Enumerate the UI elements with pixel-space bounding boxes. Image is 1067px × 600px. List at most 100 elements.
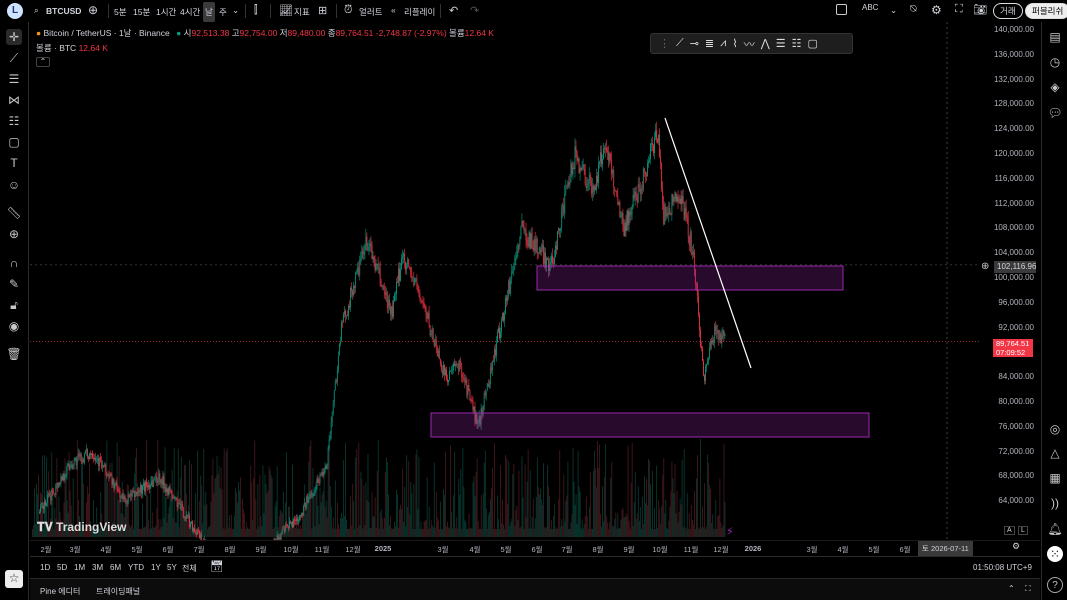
ruler-icon[interactable]: 📏︎ <box>6 206 22 220</box>
text-icon[interactable]: T <box>10 156 18 170</box>
settings-icon[interactable]: ⚙ <box>931 3 942 17</box>
alerts-clock-icon[interactable]: ◷ <box>1049 55 1061 69</box>
volume-bar <box>432 527 434 537</box>
trade-button[interactable]: 거래 <box>993 3 1023 19</box>
elliott-tool-icon[interactable]: 〰 <box>743 38 755 51</box>
chevron-down-icon[interactable]: ⌄ <box>890 5 898 15</box>
magnet-off-icon[interactable]: ⍉ <box>910 3 917 15</box>
range-tool-icon[interactable]: ☰ <box>775 38 786 50</box>
grip-icon[interactable]: ⋮ <box>659 38 670 50</box>
publish-button[interactable]: 퍼블리쉬 <box>1025 3 1067 19</box>
chat-icon[interactable]: 💬︎ <box>1047 106 1063 120</box>
chevron-down-icon[interactable]: ⌄ <box>232 5 240 15</box>
symbol-search[interactable]: BTCUSD <box>46 6 82 16</box>
goto-date-icon[interactable]: 📅︎ <box>210 561 224 573</box>
alert-icon[interactable]: ⏰︎ <box>344 4 353 16</box>
maximize-panel-icon[interactable]: ⛶ <box>1025 584 1031 593</box>
zoom-icon[interactable]: ⊕ <box>8 227 20 241</box>
volume-bar <box>356 449 358 537</box>
range-6m[interactable]: 6M <box>110 563 122 572</box>
magnet-icon[interactable]: ∩ <box>9 256 19 270</box>
layers-icon[interactable]: ◈ <box>1050 80 1060 94</box>
tab-pine-editor[interactable]: Pine 에디터 <box>40 587 81 596</box>
lock-icon[interactable]: 🔓︎ <box>10 298 18 312</box>
crosshair-icon[interactable]: ✛ <box>6 29 22 45</box>
pattern-tool-icon[interactable]: ⩘ <box>720 37 727 49</box>
axis-settings-icon[interactable]: ⚙ <box>1012 541 1021 551</box>
calendar-icon[interactable]: ▦ <box>1049 471 1061 485</box>
notification-icon[interactable]: 🔔︎ <box>1047 522 1063 536</box>
interval-week[interactable]: 주 <box>219 7 227 17</box>
target-icon[interactable]: ◎ <box>1049 422 1061 436</box>
help-icon[interactable]: ? <box>1047 577 1063 593</box>
trendline-tool-icon[interactable]: ⟋ <box>676 37 684 49</box>
range-all[interactable]: 전체 <box>182 564 197 573</box>
price-chart[interactable] <box>30 22 980 540</box>
projection-icon[interactable]: ☷ <box>8 114 20 128</box>
indicators-icon[interactable]: 📈︎ <box>279 5 293 17</box>
range-ytd[interactable]: YTD <box>128 563 144 572</box>
candle-type-icon[interactable]: ⫿ <box>254 4 258 16</box>
range-5y[interactable]: 5Y <box>167 563 177 572</box>
range-1y[interactable]: 1Y <box>151 563 161 572</box>
replay-button[interactable]: 리플레이 <box>404 7 436 17</box>
square-icon[interactable] <box>836 4 847 15</box>
redo-icon[interactable]: ↷ <box>470 5 480 17</box>
emoji-icon[interactable]: ☺ <box>7 178 21 192</box>
volume-bar <box>539 488 541 537</box>
camera-icon[interactable]: 📷︎ <box>973 4 987 16</box>
undo-icon[interactable]: ↶ <box>449 5 459 17</box>
pattern-icon[interactable]: ⋈ <box>8 93 20 107</box>
apps-grid-icon[interactable]: ⁙ <box>1047 546 1063 562</box>
rectangle-tool-icon[interactable]: ▢ <box>807 38 818 50</box>
interval-15m[interactable]: 15분 <box>133 7 151 17</box>
user-avatar[interactable]: L <box>7 3 23 19</box>
time-tick-label: 12월 <box>345 545 361 554</box>
xabcd-tool-icon[interactable]: ⋀ <box>760 38 770 50</box>
eye-icon[interactable]: ◉ <box>8 319 20 333</box>
shape-icon[interactable]: ▢ <box>8 135 20 149</box>
expand-panel-icon[interactable]: ⌃ <box>1008 584 1015 593</box>
candle-body <box>140 484 141 493</box>
abc-label[interactable]: ABC <box>862 3 879 12</box>
wave-tool-icon[interactable]: ⌇ <box>732 38 738 50</box>
auto-scale-button[interactable]: A <box>1004 526 1015 535</box>
candle-body <box>556 245 558 250</box>
clock[interactable]: 01:50:08 UTC+9 <box>973 563 1032 572</box>
layout-icon[interactable]: ⊞ <box>318 5 328 17</box>
favorites-star-icon[interactable]: ☆ <box>5 570 23 588</box>
lock-drawing-icon[interactable]: ✎ <box>8 277 20 291</box>
replay-icon[interactable]: « <box>391 5 396 15</box>
add-alert-icon[interactable]: ⊕ <box>981 261 990 272</box>
ideas-icon[interactable]: △ <box>1050 446 1060 460</box>
interval-4h[interactable]: 4시간 <box>180 7 201 17</box>
trendline-icon[interactable]: ⟋ <box>9 51 19 65</box>
trash-icon[interactable]: 🗑︎ <box>6 347 22 361</box>
interval-day[interactable]: 날 <box>203 2 215 22</box>
range-1d[interactable]: 1D <box>40 563 51 572</box>
alert-button[interactable]: 얼러트 <box>359 7 383 17</box>
log-scale-button[interactable]: L <box>1018 526 1028 535</box>
candle-body <box>404 253 406 262</box>
lightning-icon[interactable]: ⚡︎ <box>726 526 734 538</box>
fib-icon[interactable]: ☰ <box>8 72 20 86</box>
price-tick-label: 64,000.00 <box>998 496 1034 506</box>
price-axis[interactable]: 140,000.00 136,000.00 132,000.00 128,000.00… <box>980 22 1040 540</box>
search-icon[interactable]: ⌕ <box>34 5 39 15</box>
interval-5m[interactable]: 5분 <box>114 7 127 17</box>
range-1m[interactable]: 1M <box>74 563 86 572</box>
indicators-button[interactable]: 지표 <box>294 7 310 17</box>
add-symbol-icon[interactable]: ⊕ <box>88 3 99 17</box>
channel-tool-icon[interactable]: ≣ <box>704 38 715 50</box>
time-axis[interactable]: 2월 3월 4월 5월 6월 7월 8월 9월 10월 11월 12월 2025 3월 4월 5월 6월 7월 8… <box>30 540 1040 554</box>
interval-1h[interactable]: 1시간 <box>156 7 177 17</box>
hline-tool-icon[interactable]: ⊸ <box>689 38 699 50</box>
broadcast-icon[interactable]: )) <box>1051 496 1059 510</box>
watchlist-icon[interactable]: ▤ <box>1049 30 1061 44</box>
collapse-legend-button[interactable]: ⌃ <box>36 57 50 67</box>
range-5d[interactable]: 5D <box>57 563 68 572</box>
tab-trading-panel[interactable]: 트레이딩패널 <box>96 587 141 596</box>
fullscreen-icon[interactable]: ⛶ <box>955 3 963 15</box>
range-3m[interactable]: 3M <box>92 563 104 572</box>
date-range-tool-icon[interactable]: ☷ <box>791 38 802 50</box>
